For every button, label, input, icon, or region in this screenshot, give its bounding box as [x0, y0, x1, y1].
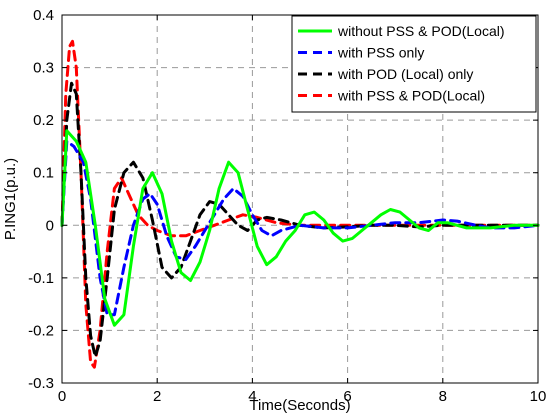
legend-label: with POD (Local) only [337, 66, 473, 82]
series-line-1 [60, 129, 540, 327]
x-tick-label: 8 [439, 388, 447, 405]
x-tick-label: 0 [58, 388, 66, 405]
axes-frame [61, 14, 539, 384]
plot-area [60, 39, 540, 369]
y-tick-label: 0.1 [33, 165, 54, 182]
legend-label: with PSS & POD(Local) [337, 88, 485, 104]
y-tick-label: -0.3 [28, 375, 54, 392]
x-axis-label: Time(Seconds) [249, 397, 350, 414]
legend: without PSS & POD(Local) with PSS only wit… [291, 15, 537, 113]
x-tick-label: 4 [248, 388, 256, 405]
legend-label: with PSS only [337, 45, 424, 61]
y-axis-ticks: -0.3 -0.2 -0.1 0 0.1 0.2 0.3 0.4 [28, 7, 538, 392]
y-tick-label: -0.2 [28, 322, 54, 339]
x-tick-label: 6 [343, 388, 351, 405]
legend-box [291, 15, 537, 113]
y-tick-label: 0.2 [33, 112, 54, 129]
y-tick-label: -0.1 [28, 270, 54, 287]
x-tick-label: 10 [530, 388, 547, 405]
legend-label: without PSS & POD(Local) [337, 23, 505, 39]
x-tick-label: 2 [153, 388, 161, 405]
y-tick-label: 0.3 [33, 60, 54, 77]
y-axis-label: P.ING1(p.u.) [2, 158, 19, 240]
y-tick-label: 0 [46, 217, 54, 234]
y-tick-label: 0.4 [33, 7, 54, 24]
